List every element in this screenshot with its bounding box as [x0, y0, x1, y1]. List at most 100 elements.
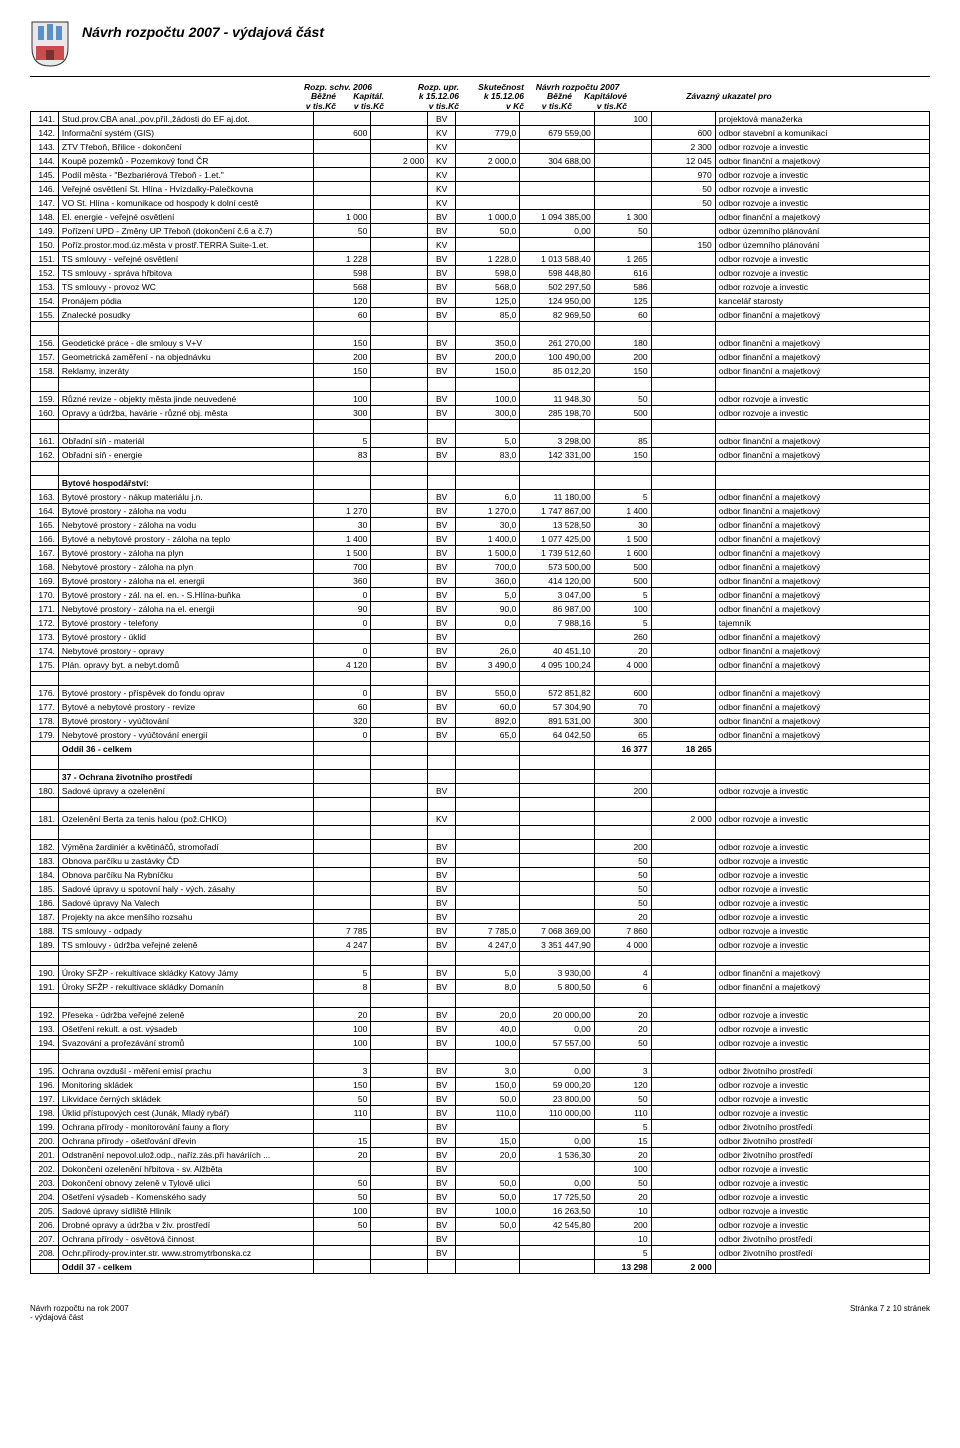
- table-cell: [456, 1246, 520, 1260]
- table-cell: 198.: [31, 1106, 59, 1120]
- table-cell: [715, 378, 929, 392]
- page-footer: Návrh rozpočtu na rok 2007 - výdajová čá…: [30, 1304, 930, 1322]
- table-cell: 190.: [31, 966, 59, 980]
- table-cell: 157.: [31, 350, 59, 364]
- table-cell: [371, 448, 428, 462]
- table-cell: [594, 462, 651, 476]
- table-cell: [371, 322, 428, 336]
- table-cell: Bytové a nebytové prostory - revize: [58, 700, 314, 714]
- table-cell: Nebytové prostory - vyúčtování energií: [58, 728, 314, 742]
- table-cell: 16 377: [594, 742, 651, 756]
- table-cell: [371, 798, 428, 812]
- table-cell: odbor životního prostředí: [715, 1064, 929, 1078]
- table-cell: [371, 126, 428, 140]
- table-cell: 50,0: [456, 224, 520, 238]
- table-cell: VO St. Hlína - komunikace od hospody k d…: [58, 196, 314, 210]
- table-cell: [594, 812, 651, 826]
- table-cell: 11 948,30: [520, 392, 594, 406]
- table-cell: [371, 224, 428, 238]
- table-cell: odbor rozvoje a investic: [715, 406, 929, 420]
- table-row: 180.Sadové úpravy a ozeleněníBV200odbor …: [31, 784, 930, 798]
- table-cell: odbor rozvoje a investic: [715, 1008, 929, 1022]
- table-row: [31, 756, 930, 770]
- table-cell: [371, 826, 428, 840]
- table-cell: 185.: [31, 882, 59, 896]
- table-cell: [651, 1036, 715, 1050]
- table-row: 169.Bytové prostory - záloha na el. ener…: [31, 574, 930, 588]
- table-cell: 177.: [31, 700, 59, 714]
- table-cell: 5 800,50: [520, 980, 594, 994]
- table-cell: [58, 952, 314, 966]
- table-row: Oddíl 36 - celkem16 37718 265: [31, 742, 930, 756]
- table-cell: 202.: [31, 1162, 59, 1176]
- table-cell: odbor finanční a majetkový: [715, 210, 929, 224]
- table-cell: [651, 952, 715, 966]
- table-cell: TS smlouvy - provoz WC: [58, 280, 314, 294]
- table-cell: [371, 1078, 428, 1092]
- table-cell: 30,0: [456, 518, 520, 532]
- table-cell: [371, 392, 428, 406]
- table-cell: 4 120: [314, 658, 371, 672]
- table-cell: 40 451,10: [520, 644, 594, 658]
- table-cell: [428, 378, 456, 392]
- table-cell: 100: [594, 602, 651, 616]
- table-cell: 205.: [31, 1204, 59, 1218]
- table-cell: [314, 1260, 371, 1274]
- table-cell: 1 500: [314, 546, 371, 560]
- table-cell: Geometrická zaměření - na objednávku: [58, 350, 314, 364]
- table-cell: [651, 602, 715, 616]
- table-cell: BV: [428, 1204, 456, 1218]
- table-cell: [651, 938, 715, 952]
- table-cell: odbor rozvoje a investic: [715, 1162, 929, 1176]
- table-cell: [371, 308, 428, 322]
- table-cell: 83: [314, 448, 371, 462]
- table-cell: 184.: [31, 868, 59, 882]
- table-row: 159.Různé revize - objekty města jinde n…: [31, 392, 930, 406]
- table-cell: 142.: [31, 126, 59, 140]
- table-cell: [371, 490, 428, 504]
- table-row: 151.TS smlouvy - veřejné osvětlení1 228B…: [31, 252, 930, 266]
- table-cell: odbor finanční a majetkový: [715, 518, 929, 532]
- table-cell: odbor finanční a majetkový: [715, 560, 929, 574]
- table-cell: [456, 1050, 520, 1064]
- table-cell: 150.: [31, 238, 59, 252]
- table-cell: 50: [594, 1176, 651, 1190]
- table-cell: 891 531,00: [520, 714, 594, 728]
- table-cell: [314, 826, 371, 840]
- table-cell: odbor rozvoje a investic: [715, 812, 929, 826]
- table-cell: Informační systém (GIS): [58, 126, 314, 140]
- table-cell: 679 559,00: [520, 126, 594, 140]
- table-cell: 83,0: [456, 448, 520, 462]
- table-cell: odbor rozvoje a investic: [715, 168, 929, 182]
- table-cell: [651, 364, 715, 378]
- table-cell: Opravy a údržba, havárie - různé obj. mě…: [58, 406, 314, 420]
- table-cell: 2 300: [651, 140, 715, 154]
- table-cell: [428, 826, 456, 840]
- table-cell: [715, 994, 929, 1008]
- table-cell: Oddíl 36 - celkem: [58, 742, 314, 756]
- table-cell: 183.: [31, 854, 59, 868]
- table-cell: Obnova parčíku u zastávky ČD: [58, 854, 314, 868]
- table-row: 189.TS smlouvy - údržba veřejné zeleně4 …: [31, 938, 930, 952]
- table-cell: odbor rozvoje a investic: [715, 882, 929, 896]
- table-cell: [651, 280, 715, 294]
- table-cell: odbor rozvoje a investic: [715, 854, 929, 868]
- table-cell: 1 300: [594, 210, 651, 224]
- table-row: 207.Ochrana přírody - osvětová činnostBV…: [31, 1232, 930, 1246]
- table-cell: [428, 742, 456, 756]
- table-cell: 26,0: [456, 644, 520, 658]
- table-cell: [31, 756, 59, 770]
- table-cell: 57 557,00: [520, 1036, 594, 1050]
- table-cell: [371, 868, 428, 882]
- table-cell: Bytové prostory - příspěvek do fondu opr…: [58, 686, 314, 700]
- table-cell: 50: [314, 224, 371, 238]
- table-cell: 50,0: [456, 1176, 520, 1190]
- table-row: [31, 462, 930, 476]
- table-cell: [314, 784, 371, 798]
- table-cell: 616: [594, 266, 651, 280]
- table-row: 142.Informační systém (GIS)600KV779,0679…: [31, 126, 930, 140]
- table-cell: [371, 1050, 428, 1064]
- table-cell: [428, 322, 456, 336]
- table-cell: 598,0: [456, 266, 520, 280]
- table-cell: [456, 826, 520, 840]
